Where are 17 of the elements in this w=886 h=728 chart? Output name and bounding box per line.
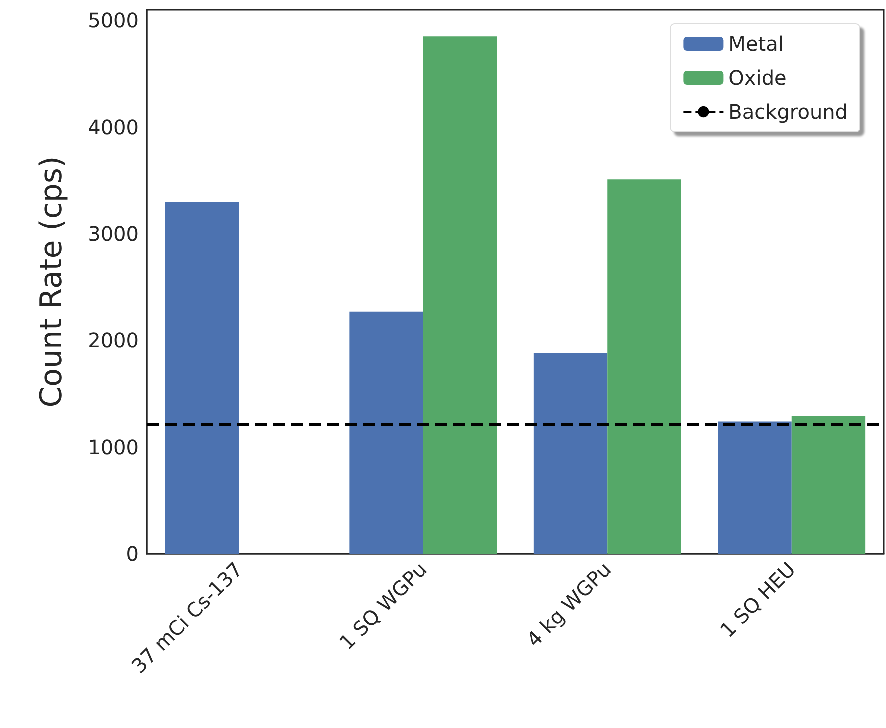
bar: [534, 353, 608, 554]
legend-label: Background: [728, 100, 848, 124]
bar: [792, 416, 866, 554]
bar: [718, 422, 792, 554]
y-tick-label: 5000: [88, 8, 139, 33]
y-tick-label: 1000: [88, 435, 139, 460]
legend-label: Oxide: [728, 66, 787, 90]
y-tick-label: 3000: [88, 222, 139, 246]
legend-label: Metal: [728, 32, 784, 56]
y-tick-label: 4000: [88, 115, 139, 140]
bar: [350, 312, 424, 554]
y-axis-title: Count Rate (cps): [34, 156, 70, 408]
y-tick-label: 0: [126, 542, 139, 566]
bar: [165, 202, 240, 554]
bar: [423, 36, 498, 554]
y-tick-label: 2000: [88, 328, 139, 353]
bar: [608, 180, 682, 554]
